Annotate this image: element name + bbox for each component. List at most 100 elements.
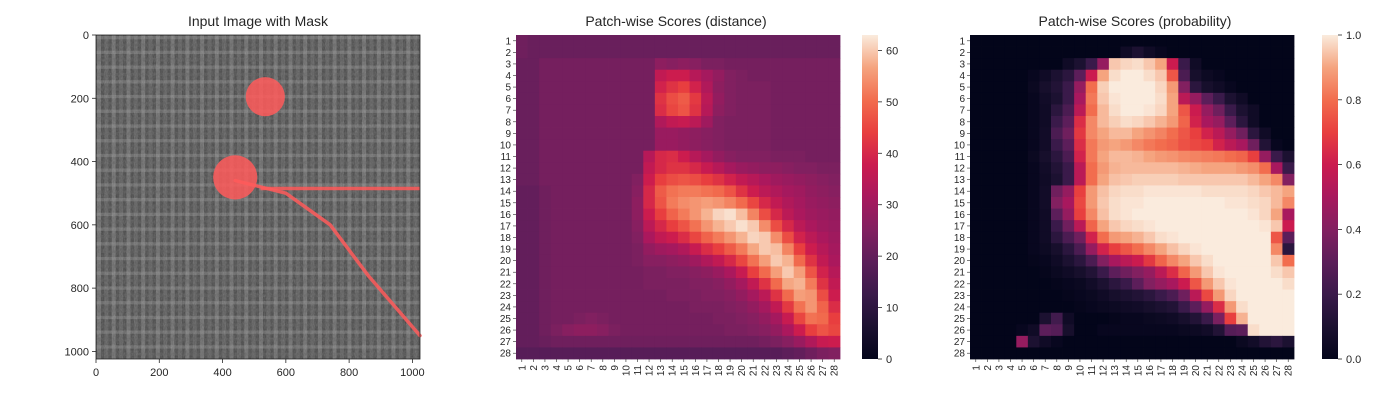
heatmap-cell [782, 150, 795, 163]
heatmap-cell [1074, 208, 1087, 221]
heatmap-cell [666, 92, 679, 105]
heatmap-cell [770, 301, 783, 314]
heatmap-cell [654, 301, 667, 314]
heatmap-cell [1016, 347, 1029, 360]
heatmap-cell [1016, 278, 1029, 290]
heatmap-cell [597, 266, 609, 279]
heatmap-cell [793, 150, 806, 163]
heatmap-x-tick-label: 23 [1226, 365, 1237, 377]
heatmap-cell [1097, 127, 1110, 140]
heatmap-cell [631, 231, 644, 244]
heatmap-cell [747, 185, 760, 198]
heatmap-cell [1097, 289, 1110, 302]
heatmap-cell [1189, 254, 1202, 267]
heatmap-cell [1120, 116, 1133, 128]
heatmap-cell [1282, 220, 1295, 233]
heatmap-cell [678, 127, 690, 140]
heatmap-cell [1051, 139, 1063, 152]
heatmap-cell [1108, 104, 1121, 117]
heatmap-cell [1074, 127, 1087, 140]
heatmap-cell [550, 127, 563, 140]
heatmap-cell [782, 104, 795, 117]
heatmap-cell [1120, 312, 1133, 325]
heatmap-cell [1155, 58, 1168, 71]
heatmap-cell [1051, 220, 1063, 233]
heatmap-cell [1270, 278, 1283, 290]
heatmap-cell [1074, 335, 1087, 348]
heatmap-cell [1143, 324, 1156, 337]
heatmap-cell [747, 231, 760, 244]
heatmap-cell [1213, 139, 1225, 152]
heatmap-cell [678, 289, 690, 302]
heatmap-cell [1039, 35, 1052, 47]
heatmap-cell [981, 197, 994, 209]
heatmap-cell [805, 81, 818, 94]
heatmap-cell [1259, 301, 1272, 314]
heatmap-cell [550, 231, 563, 244]
heatmap-cell [654, 162, 667, 175]
heatmap-cell [1247, 185, 1260, 198]
heatmap-cell [1166, 243, 1179, 256]
heatmap-cell [1027, 104, 1040, 117]
heatmap-cell [1132, 208, 1144, 221]
heatmap-cell [724, 81, 737, 94]
heatmap-cell [1132, 162, 1144, 175]
heatmap-cell [1097, 81, 1110, 94]
heatmap-cell [620, 324, 633, 337]
heatmap-y-tick-label: 27 [954, 337, 966, 348]
heatmap-cell [759, 92, 771, 105]
heatmap-cell [1166, 266, 1179, 279]
heatmap-cell [1120, 162, 1133, 175]
heatmap-cell [1224, 92, 1237, 105]
heatmap-cell [1201, 139, 1214, 152]
heatmap-cell [724, 46, 737, 59]
heatmap-cell [1143, 116, 1156, 128]
heatmap-cell [1236, 231, 1249, 244]
heatmap-cell [735, 162, 748, 175]
heatmap-cell [573, 208, 586, 221]
heatmap-cell [516, 35, 528, 47]
heatmap-cell [689, 81, 702, 94]
heatmap-cell [816, 301, 829, 314]
heatmap-cell [597, 173, 609, 186]
heatmap-cell [678, 150, 690, 163]
heatmap-cell [573, 139, 586, 152]
heatmap-cell [1213, 301, 1225, 314]
heatmap-cell [724, 92, 737, 105]
heatmap-cell [527, 254, 540, 267]
heatmap-cell [828, 243, 841, 256]
image-x-tick-label: 800 [340, 367, 358, 379]
heatmap-cell [816, 81, 829, 94]
heatmap-cell [666, 289, 679, 302]
heatmap-cell [1085, 197, 1098, 209]
heatmap-cell [1132, 185, 1144, 198]
heatmap-cell [631, 35, 644, 47]
heatmap-cell [1224, 254, 1237, 267]
heatmap-cell [1027, 139, 1040, 152]
heatmap-cell [597, 127, 609, 140]
heatmap-cell [793, 208, 806, 221]
heatmap-cell [1259, 197, 1272, 209]
heatmap-cell [1016, 208, 1029, 221]
heatmap-cell [1189, 81, 1202, 94]
heatmap-cell [1132, 243, 1144, 256]
heatmap-cell [1120, 92, 1133, 105]
heatmap-cell [1004, 46, 1017, 59]
heatmap-cell [516, 312, 528, 325]
heatmap-cell [608, 69, 621, 82]
heatmap-cell [793, 104, 806, 117]
heatmap-cell [516, 324, 528, 337]
heatmap-cell [1027, 301, 1040, 314]
heatmap-x-tick-label: 16 [1145, 365, 1156, 377]
heatmap-cell [1270, 347, 1283, 360]
heatmap-cell [631, 58, 644, 71]
heatmap-cell [993, 162, 1006, 175]
heatmap-cell [1062, 254, 1075, 267]
heatmap-cell [1108, 220, 1121, 233]
heatmap-cell [666, 162, 679, 175]
probability-heatmap-cells [970, 35, 1295, 360]
heatmap-cell [550, 46, 563, 59]
heatmap-cell [1270, 324, 1283, 337]
heatmap-cell [1247, 139, 1260, 152]
heatmap-cell [770, 254, 783, 267]
